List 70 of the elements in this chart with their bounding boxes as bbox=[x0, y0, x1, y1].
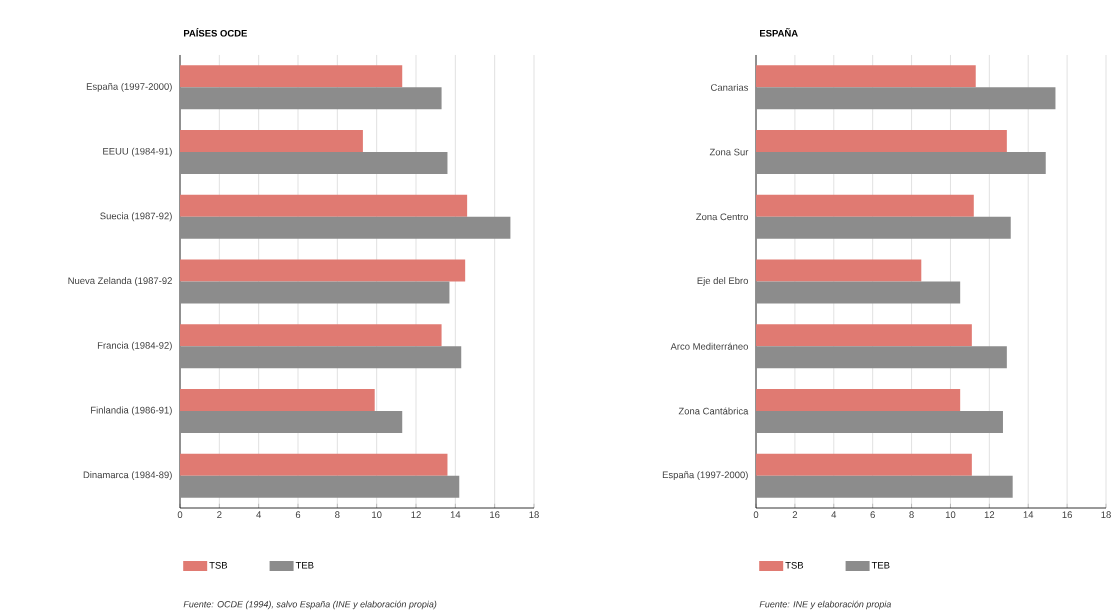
bar bbox=[180, 259, 466, 282]
bar bbox=[756, 388, 961, 411]
y-tick-label: España (1997-2000) bbox=[86, 82, 172, 92]
x-tick-label: 10 bbox=[372, 511, 382, 519]
y-tick-label: Zona Sur bbox=[709, 148, 749, 156]
legend-label: TEB bbox=[871, 562, 890, 569]
x-tick-label: 6 bbox=[870, 511, 875, 519]
bar bbox=[756, 216, 1011, 239]
x-tick-label: 10 bbox=[945, 511, 956, 519]
bar bbox=[180, 281, 450, 304]
x-tick-label: 14 bbox=[1023, 511, 1034, 518]
x-tick-label: 16 bbox=[490, 511, 500, 519]
chart-title: ESPAÑA bbox=[760, 28, 798, 37]
bar bbox=[180, 194, 468, 217]
x-tick-label: 14 bbox=[450, 511, 461, 518]
x-tick-label: 4 bbox=[831, 511, 837, 518]
y-tick-label: Zona Centro bbox=[696, 213, 748, 221]
x-tick-label: 2 bbox=[792, 511, 798, 518]
bar bbox=[756, 152, 1046, 175]
bar bbox=[756, 259, 922, 282]
source-note: Fuente: OCDE (1994), salvo España (INE y elaboración propia) bbox=[183, 600, 437, 610]
y-tick-label: Arco Mediterráneo bbox=[670, 342, 748, 350]
x-tick-label: 16 bbox=[1062, 511, 1072, 519]
legend-label: TSB bbox=[785, 561, 804, 569]
bar bbox=[180, 130, 363, 153]
source-note: Fuente: INE y elaboración propia bbox=[759, 600, 891, 610]
bar bbox=[756, 194, 974, 217]
bar bbox=[756, 346, 1007, 369]
bar bbox=[180, 216, 511, 239]
y-tick-label: Nueva Zelanda (1987-92 bbox=[68, 277, 172, 286]
y-tick-label: España (1997-2000) bbox=[662, 471, 748, 481]
legend-label: TSB bbox=[209, 561, 228, 569]
y-tick-label: Francia (1984-92) bbox=[97, 341, 172, 351]
bar bbox=[180, 87, 442, 110]
x-tick-label: 18 bbox=[529, 511, 539, 519]
y-tick-label: EEUU (1984-91) bbox=[103, 147, 172, 157]
x-tick-label: 8 bbox=[909, 511, 914, 519]
chart-title: PAÍSES OCDE bbox=[184, 28, 247, 37]
y-tick-label: Zona Cantábrica bbox=[678, 407, 749, 415]
x-tick-label: 12 bbox=[984, 511, 995, 518]
bar bbox=[180, 410, 403, 433]
y-tick-label: Dinamarca (1984-89) bbox=[83, 471, 172, 481]
x-tick-label: 0 bbox=[177, 511, 183, 519]
bar bbox=[756, 87, 1056, 110]
y-tick-label: Eje del Ebro bbox=[697, 277, 748, 286]
bar bbox=[180, 324, 442, 347]
x-tick-label: 6 bbox=[295, 511, 301, 519]
bar bbox=[180, 388, 375, 411]
bar bbox=[756, 324, 972, 347]
x-tick-label: 18 bbox=[1101, 511, 1111, 519]
bar bbox=[756, 130, 1007, 153]
x-tick-label: 4 bbox=[256, 511, 262, 518]
bar bbox=[180, 152, 448, 175]
x-tick-label: 12 bbox=[411, 511, 421, 518]
y-tick-label: Canarias bbox=[711, 83, 749, 91]
bar bbox=[756, 453, 972, 476]
bar bbox=[180, 475, 460, 498]
bar bbox=[756, 475, 1013, 498]
x-tick-label: 8 bbox=[335, 511, 340, 519]
bar bbox=[180, 453, 448, 476]
bar bbox=[180, 65, 403, 88]
y-tick-label: Suecia (1987-92) bbox=[100, 212, 172, 222]
legend-label: TEB bbox=[295, 562, 314, 569]
bar bbox=[756, 281, 961, 304]
y-tick-label: Finlandia (1986-91) bbox=[91, 406, 172, 416]
x-tick-label: 2 bbox=[217, 511, 222, 518]
bar bbox=[756, 410, 1003, 433]
bar bbox=[756, 65, 976, 88]
bar bbox=[180, 346, 462, 369]
x-tick-label: 0 bbox=[753, 511, 759, 519]
